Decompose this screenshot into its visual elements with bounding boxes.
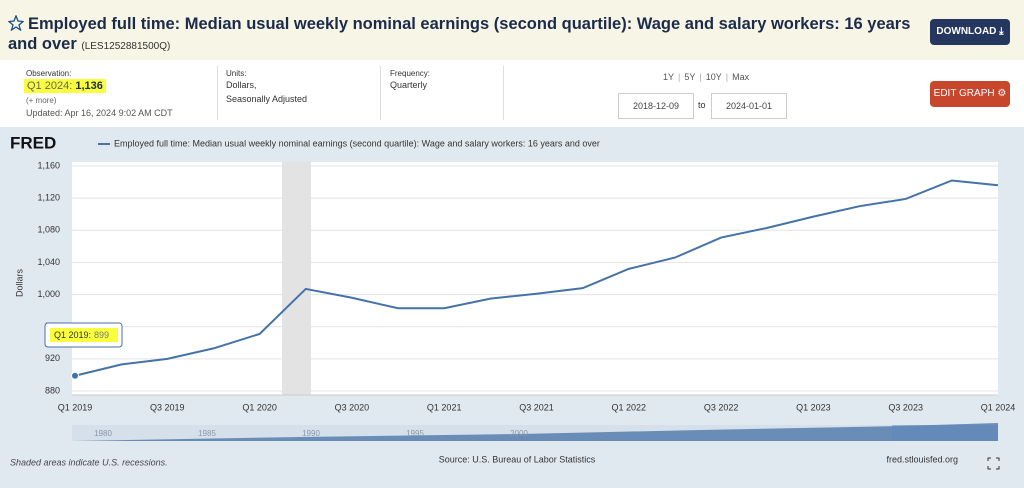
chart: FRED Employed full time: Median usual we… <box>0 127 1024 488</box>
units-line: Dollars, <box>226 80 257 90</box>
site: fred.stlouisfed.org <box>886 454 958 464</box>
observation-value: 1,136 <box>75 80 103 92</box>
brand: FRED <box>10 133 56 152</box>
observation-heading: Observation: <box>26 69 72 78</box>
observation-label: Q1 2024: <box>27 80 73 92</box>
divider <box>380 66 381 120</box>
y-tick-label: 920 <box>45 353 60 363</box>
fullscreen-icon[interactable] <box>987 457 1000 470</box>
range-year: 1990 <box>302 429 320 438</box>
recession-shade <box>282 162 311 395</box>
header: Employed full time: Median usual weekly … <box>0 0 1024 60</box>
y-tick-label: 880 <box>45 385 60 395</box>
x-tick-label: Q3 2021 <box>519 402 554 412</box>
more-link[interactable]: (+ more) <box>26 96 57 105</box>
separator: | <box>678 72 681 82</box>
plot-area <box>72 162 998 395</box>
observation: Q1 2024: 1,136 <box>24 79 106 93</box>
x-tick-label: Q1 2022 <box>612 402 647 412</box>
download-label: DOWNLOAD <box>936 26 997 37</box>
x-tick-label: Q1 2023 <box>796 402 831 412</box>
tooltip-highlight <box>50 328 118 342</box>
tooltip: Q1 2019: 899 <box>54 330 109 340</box>
y-tick-label: 1,000 <box>37 289 60 299</box>
units-line: Seasonally Adjusted <box>226 94 308 104</box>
star-icon[interactable] <box>8 15 24 31</box>
range-slider-area <box>72 423 998 441</box>
recession-note: Shaded areas indicate U.S. recessions. <box>10 457 168 467</box>
title-block: Employed full time: Median usual weekly … <box>8 14 918 57</box>
end-date[interactable]: 2024-01-01 <box>711 93 787 119</box>
updated: Updated: Apr 16, 2024 9:02 AM CDT <box>26 108 173 118</box>
range-link[interactable]: 1Y <box>663 72 675 82</box>
separator: | <box>699 72 702 82</box>
edit-graph-label: EDIT GRAPH <box>933 88 995 99</box>
y-tick-label: 1,160 <box>37 160 60 170</box>
range-link[interactable]: 5Y <box>684 72 696 82</box>
x-tick-label: Q3 2023 <box>888 402 923 412</box>
start-date[interactable]: 2018-12-09 <box>618 93 694 119</box>
y-axis-label: Dollars <box>14 269 24 298</box>
x-tick-label: Q3 2019 <box>150 402 185 412</box>
source: Source: U.S. Bureau of Labor Statistics <box>439 454 596 464</box>
series-line <box>74 179 999 377</box>
range-link[interactable]: Max <box>732 72 750 82</box>
to-label: to <box>698 100 706 110</box>
divider <box>217 66 218 120</box>
frequency-heading: Frequency: <box>390 69 431 78</box>
x-tick-label: Q1 2021 <box>427 402 462 412</box>
series-id: (LES1252881500Q) <box>81 41 171 52</box>
x-tick-label: Q1 2020 <box>242 402 277 412</box>
x-tick-label: Q1 2024 <box>981 402 1016 412</box>
y-tick-label: 1,040 <box>37 257 60 267</box>
range-year: 2000 <box>510 429 528 438</box>
separator: | <box>725 72 729 82</box>
range-links: 1Y | 5Y | 10Y | Max <box>663 72 749 82</box>
edit-graph-button[interactable]: EDIT GRAPH ⚙ <box>930 81 1010 107</box>
range-year: 1980 <box>94 429 112 438</box>
range-year: 1985 <box>198 429 216 438</box>
x-tick-label: Q3 2022 <box>704 402 739 412</box>
tooltip-label: Q1 2019: <box>54 330 91 340</box>
legend-label: Employed full time: Median usual weekly … <box>114 138 600 148</box>
x-tick-label: Q1 2019 <box>58 402 93 412</box>
tooltip-value: 899 <box>94 330 109 340</box>
range-year: 1995 <box>406 429 424 438</box>
units-heading: Units: <box>226 69 247 78</box>
hover-point <box>71 371 79 380</box>
y-tick-label: 1,080 <box>37 225 60 235</box>
download-button[interactable]: DOWNLOAD ⤓ <box>930 19 1010 45</box>
range-selection[interactable] <box>892 425 998 441</box>
frequency: Quarterly <box>390 80 428 90</box>
range-link[interactable]: 10Y <box>705 72 722 82</box>
title: Employed full time: Median usual weekly … <box>8 15 911 53</box>
divider <box>503 66 504 120</box>
x-tick-label: Q3 2020 <box>335 402 370 412</box>
y-tick-label: 1,120 <box>37 193 60 203</box>
